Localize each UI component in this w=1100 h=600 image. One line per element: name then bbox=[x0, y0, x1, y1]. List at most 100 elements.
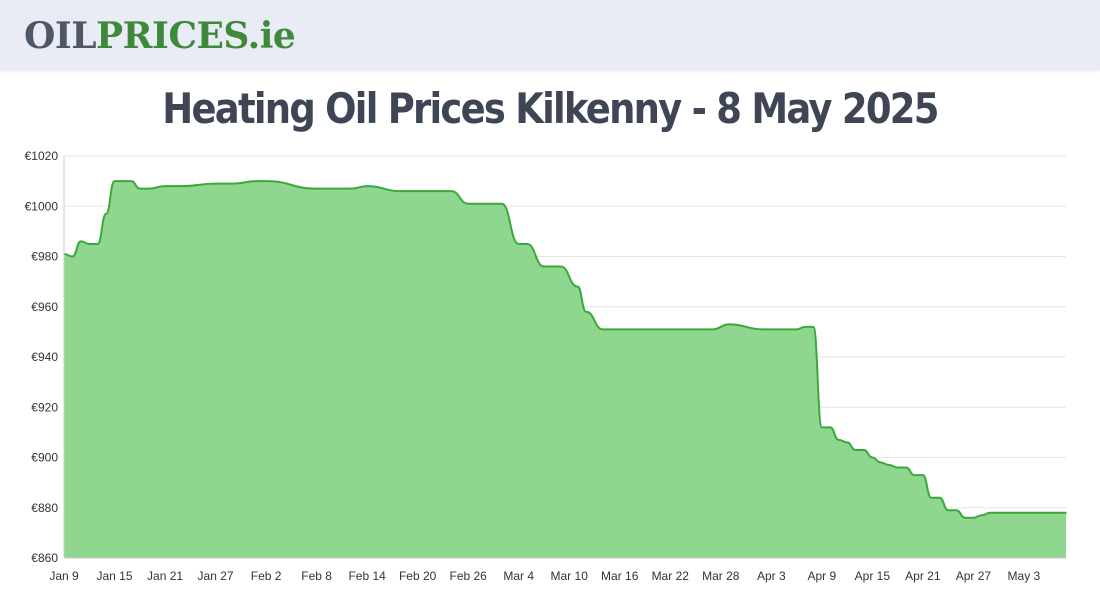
logo-domain: .ie bbox=[247, 15, 296, 57]
x-tick-label: Feb 14 bbox=[348, 569, 386, 583]
data-point bbox=[854, 449, 857, 451]
data-point bbox=[576, 285, 579, 288]
data-point bbox=[821, 426, 823, 429]
data-point bbox=[812, 326, 815, 328]
data-point bbox=[913, 474, 916, 476]
data-point bbox=[964, 517, 966, 519]
y-tick-label: €880 bbox=[31, 501, 58, 515]
data-point bbox=[863, 449, 865, 451]
data-point bbox=[181, 185, 183, 187]
data-point bbox=[972, 517, 975, 519]
x-tick-label: Mar 16 bbox=[601, 569, 639, 583]
data-point bbox=[879, 461, 882, 464]
site-logo[interactable]: OILPRICES.ie bbox=[24, 14, 296, 58]
y-tick-label: €960 bbox=[31, 300, 58, 314]
data-point bbox=[980, 514, 983, 517]
data-point bbox=[711, 328, 714, 331]
data-point bbox=[400, 190, 402, 192]
x-tick-label: Apr 9 bbox=[807, 569, 836, 583]
data-point bbox=[1014, 511, 1017, 514]
x-tick-label: Mar 22 bbox=[652, 569, 690, 583]
data-point bbox=[147, 187, 150, 190]
x-tick-label: Feb 20 bbox=[399, 569, 437, 583]
data-point bbox=[829, 426, 832, 429]
data-point bbox=[543, 265, 545, 268]
x-tick-label: May 3 bbox=[1008, 569, 1041, 583]
data-point bbox=[1023, 511, 1025, 514]
data-point bbox=[96, 243, 99, 245]
data-point bbox=[989, 511, 992, 514]
x-tick-label: Jan 21 bbox=[147, 569, 183, 583]
data-point bbox=[138, 187, 141, 190]
data-point bbox=[871, 456, 874, 459]
data-point bbox=[450, 190, 453, 192]
data-point bbox=[214, 182, 217, 185]
data-point bbox=[71, 255, 74, 258]
series-line bbox=[63, 180, 1066, 519]
x-tick-label: Apr 21 bbox=[905, 569, 941, 583]
x-tick-label: Jan 15 bbox=[97, 569, 133, 583]
chart-plot-area bbox=[63, 180, 1067, 558]
x-tick-label: Feb 26 bbox=[449, 569, 487, 583]
x-tick-label: Jan 27 bbox=[198, 569, 234, 583]
x-tick-label: Feb 2 bbox=[251, 569, 282, 583]
x-tick-label: Mar 28 bbox=[702, 569, 740, 583]
data-point bbox=[315, 187, 318, 190]
data-point bbox=[122, 180, 124, 182]
data-point bbox=[501, 202, 503, 205]
x-tick-label: Apr 3 bbox=[757, 569, 786, 583]
data-point bbox=[896, 466, 899, 469]
data-point bbox=[905, 466, 907, 469]
chart-title: Heating Oil Prices Kilkenny - 8 May 2025 bbox=[162, 84, 939, 133]
data-point bbox=[366, 185, 368, 187]
x-tick-label: Jan 9 bbox=[49, 569, 79, 583]
data-point bbox=[349, 187, 352, 190]
x-tick-label: Apr 27 bbox=[956, 569, 992, 583]
data-point bbox=[922, 474, 924, 476]
data-point bbox=[88, 243, 91, 245]
data-point bbox=[105, 212, 107, 215]
data-point bbox=[526, 243, 528, 245]
x-tick-label: Mar 4 bbox=[503, 569, 534, 583]
y-tick-label: €940 bbox=[31, 350, 58, 364]
y-tick-label: €1000 bbox=[25, 199, 59, 213]
data-point bbox=[113, 180, 116, 182]
data-point bbox=[888, 464, 890, 466]
x-tick-label: Apr 15 bbox=[855, 569, 891, 583]
y-tick-label: €900 bbox=[31, 451, 58, 465]
data-point bbox=[938, 496, 941, 499]
data-point bbox=[787, 328, 789, 331]
data-point bbox=[130, 180, 133, 182]
data-point bbox=[955, 509, 958, 512]
y-tick-label: €1020 bbox=[25, 149, 59, 163]
data-point bbox=[408, 190, 411, 192]
data-point bbox=[694, 328, 697, 331]
data-point bbox=[517, 243, 520, 245]
data-point bbox=[795, 328, 798, 331]
data-point bbox=[265, 180, 267, 182]
site-header: OILPRICES.ie bbox=[0, 0, 1100, 70]
data-point bbox=[997, 511, 1000, 514]
y-tick-label: €980 bbox=[31, 250, 58, 264]
data-point bbox=[1006, 511, 1008, 514]
y-tick-label: €920 bbox=[31, 400, 58, 414]
y-tick-label: €860 bbox=[31, 551, 58, 565]
data-point bbox=[256, 180, 259, 182]
data-point bbox=[930, 496, 933, 499]
data-point bbox=[728, 323, 730, 326]
data-point bbox=[80, 240, 82, 243]
data-point bbox=[231, 182, 234, 185]
data-point bbox=[846, 441, 848, 444]
data-point bbox=[467, 202, 469, 205]
data-point bbox=[559, 265, 562, 268]
data-point bbox=[475, 202, 478, 205]
data-point bbox=[762, 328, 764, 331]
data-point bbox=[804, 326, 806, 328]
data-point bbox=[947, 509, 949, 512]
data-point bbox=[661, 328, 663, 331]
logo-oil: OIL bbox=[24, 15, 97, 57]
series-area bbox=[64, 181, 1066, 558]
x-tick-label: Mar 10 bbox=[551, 569, 589, 583]
x-tick-label: Feb 8 bbox=[301, 569, 332, 583]
